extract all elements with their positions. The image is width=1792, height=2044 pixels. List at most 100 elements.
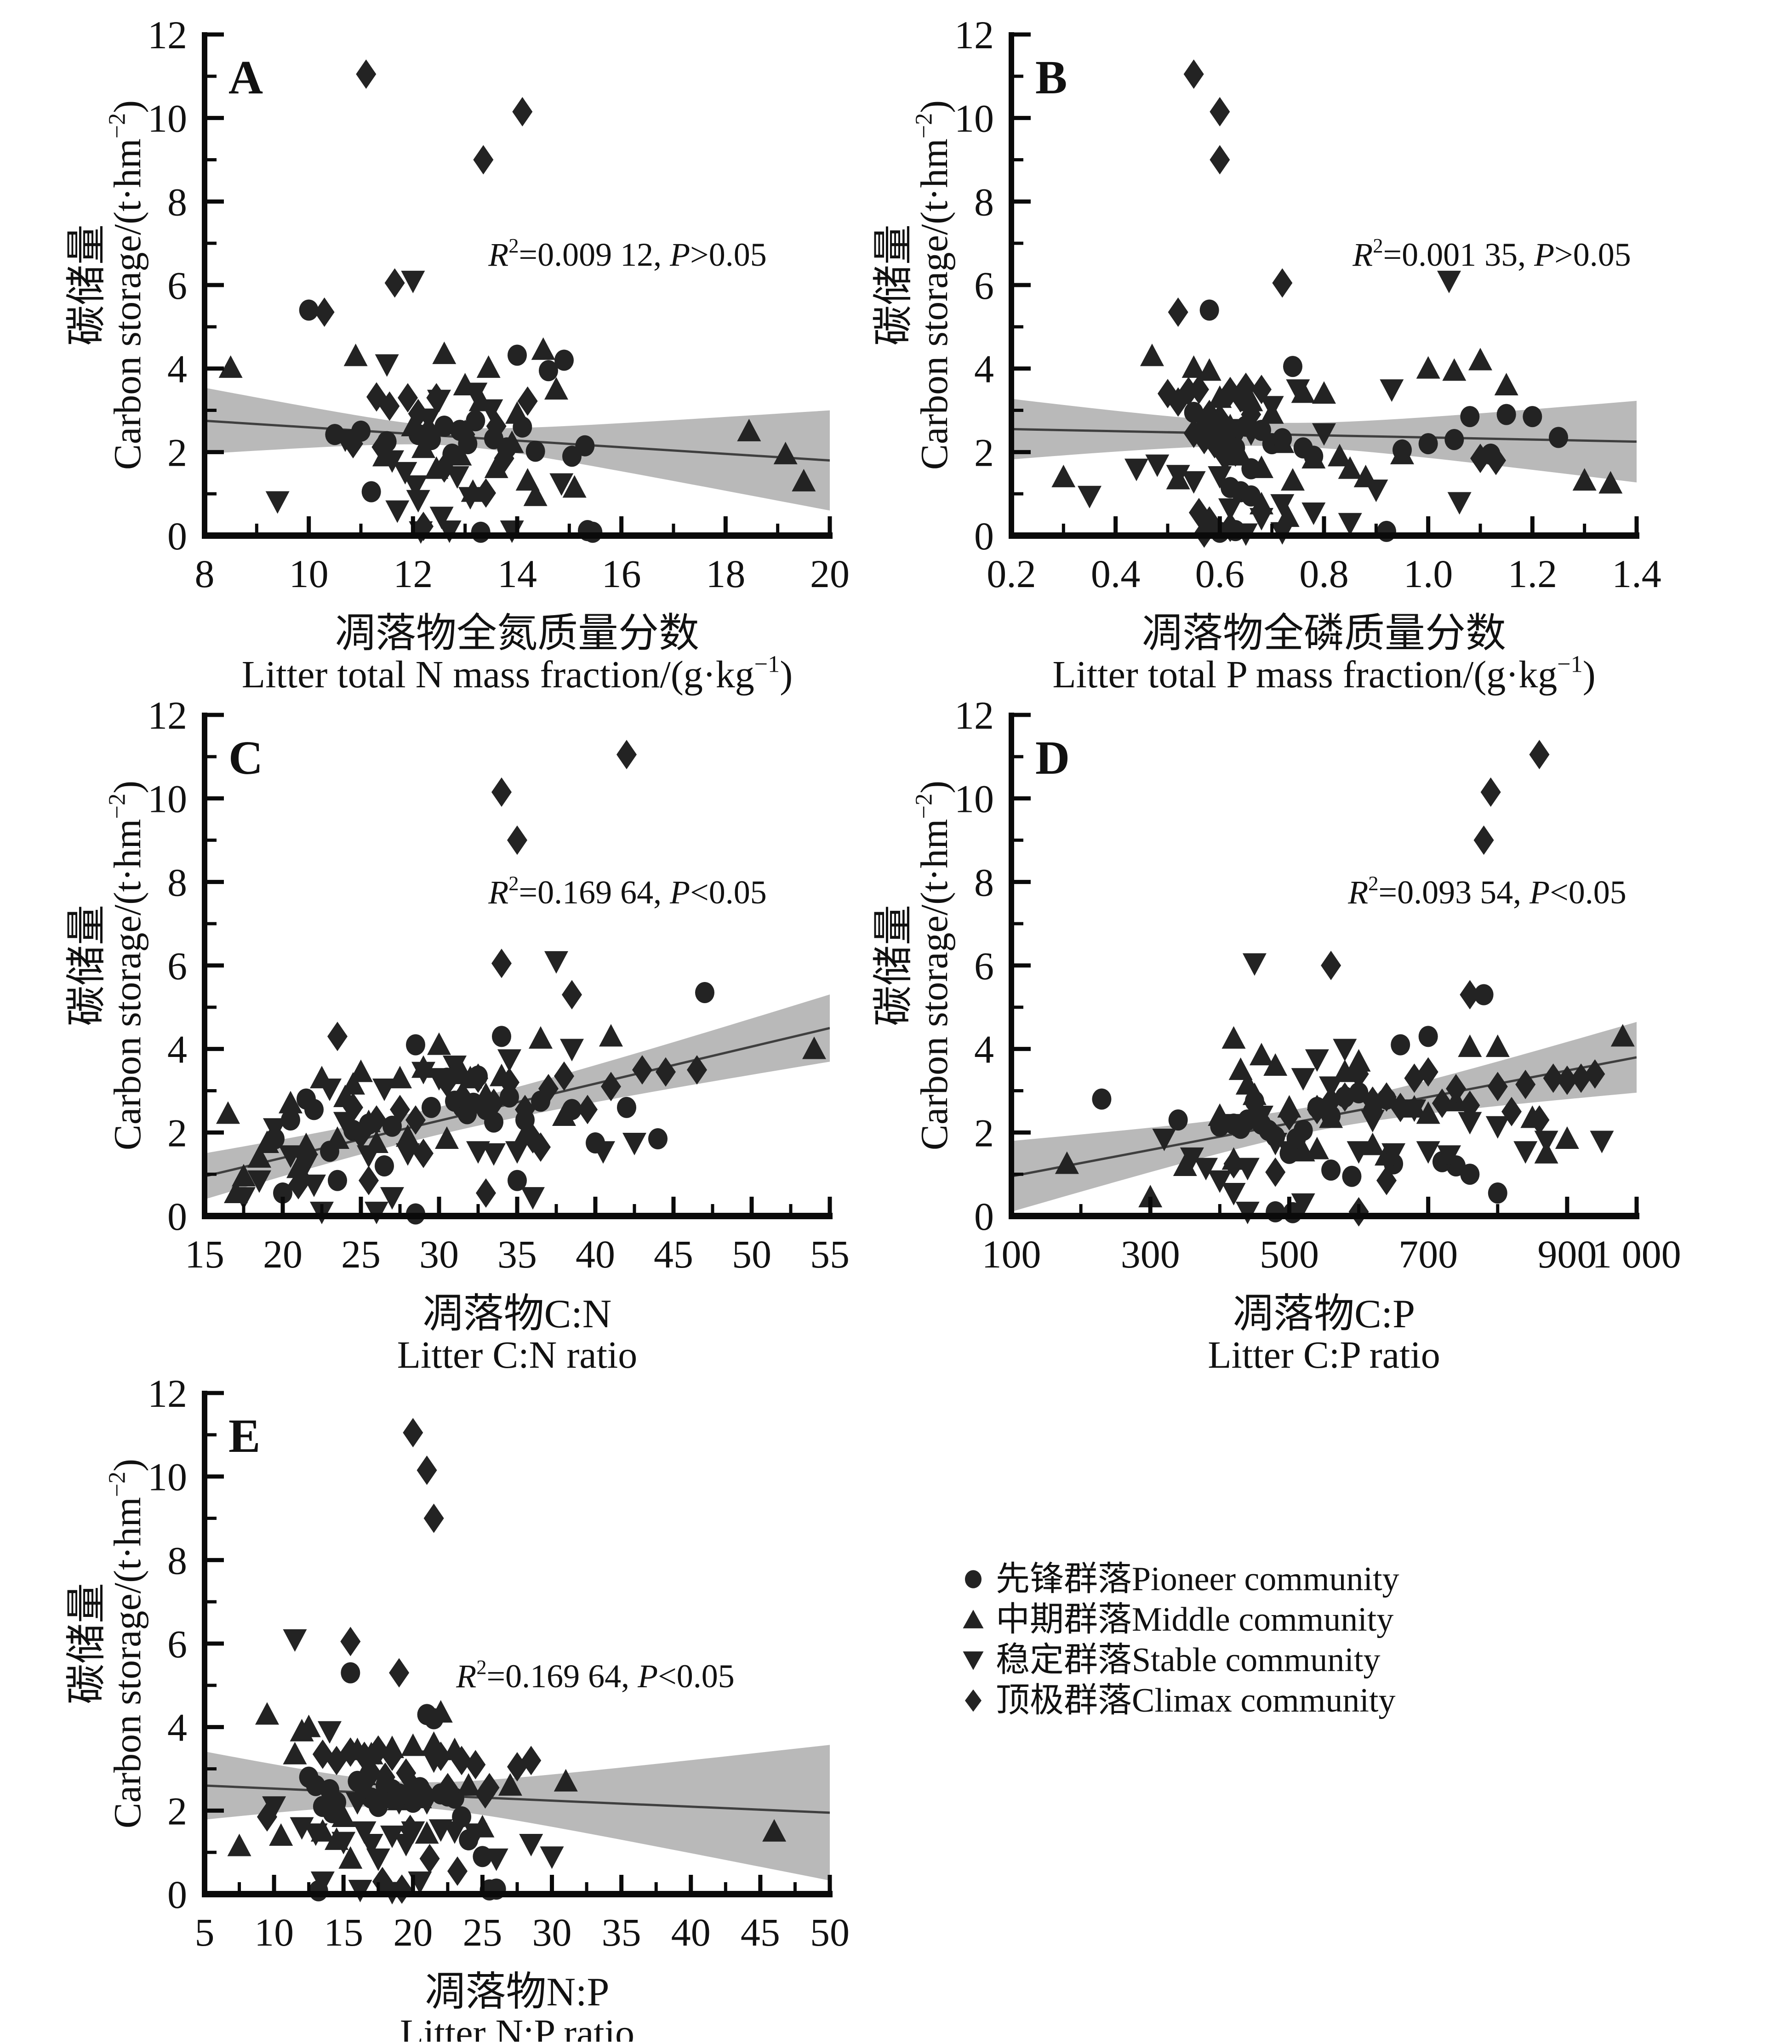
y-axis-label-zh: 碳储量 (65, 1583, 109, 1704)
svg-text:0.2: 0.2 (987, 552, 1036, 596)
svg-text:10: 10 (148, 97, 187, 141)
svg-text:2: 2 (974, 430, 994, 474)
svg-text:700: 700 (1398, 1232, 1458, 1276)
y-axis-label-en: Carbon storage/(t·hm−2) (911, 100, 956, 470)
x-axis-label-en: Litter C:P ratio (1208, 1334, 1440, 1376)
svg-text:5: 5 (195, 1910, 215, 1954)
triangle-down-marker-icon (963, 1651, 984, 1670)
legend-item-climax: 顶极群落Climax community (961, 1684, 1399, 1718)
series-climax (288, 740, 707, 1208)
svg-text:6: 6 (167, 263, 187, 308)
legend-label-stable: 稳定群落Stable community (996, 1641, 1381, 1679)
svg-text:2: 2 (167, 1789, 187, 1833)
svg-text:0.8: 0.8 (1299, 552, 1349, 596)
scatter-points (1051, 59, 1623, 548)
series-climax (1158, 59, 1506, 548)
svg-text:25: 25 (341, 1232, 381, 1276)
panel-letter: D (1035, 731, 1070, 784)
svg-text:35: 35 (497, 1232, 537, 1276)
svg-text:50: 50 (810, 1910, 850, 1954)
svg-text:1.2: 1.2 (1508, 552, 1558, 596)
svg-text:0: 0 (167, 514, 187, 558)
panel-e: 0 2 4 6 8 10 12 5 10 15 20 25 30 35 40 45 50 凋落物N:PLitter… (65, 1371, 850, 2044)
y-axis-label-zh: 碳储量 (65, 224, 109, 346)
svg-text:8: 8 (195, 552, 215, 596)
x-axis-label-zh: 凋落物C:P (1233, 1292, 1415, 1336)
x-axis-label-en: Litter C:N ratio (397, 1334, 638, 1376)
svg-text:12: 12 (954, 13, 994, 57)
panel-c: 0 2 4 6 8 10 12 15 20 25 30 35 40 45 50 55 凋落物C:NLitter … (65, 693, 850, 1376)
series-climax (257, 1418, 542, 1904)
scatter-points (216, 740, 826, 1225)
r2-annotation: R2=0.009 12, P>0.05 (488, 234, 767, 273)
svg-text:10: 10 (289, 552, 329, 596)
svg-text:15: 15 (324, 1910, 363, 1954)
x-axis-label-en: Litter N:P ratio (400, 2012, 634, 2042)
triangle-up-marker-icon (963, 1610, 984, 1628)
svg-text:4: 4 (167, 347, 187, 391)
svg-text:0: 0 (167, 1873, 187, 1917)
axes: 0 2 4 6 8 10 12 8 10 12 14 16 18 20 (148, 13, 850, 596)
r2-annotation: R2=0.001 35, P>0.05 (1352, 234, 1631, 273)
svg-text:6: 6 (167, 944, 187, 988)
r2-annotation: R2=0.169 64, P<0.05 (456, 1656, 735, 1695)
legend-label-middle: 中期群落Middle community (996, 1601, 1394, 1639)
svg-text:0: 0 (167, 1194, 187, 1239)
x-axis-label-zh: 凋落物全氮质量分数 (335, 611, 699, 656)
svg-text:30: 30 (532, 1910, 572, 1954)
svg-text:18: 18 (706, 552, 745, 596)
y-axis-label-zh: 碳储量 (872, 224, 916, 346)
svg-text:4: 4 (167, 1706, 187, 1750)
x-axis-label-en: Litter total N mass fraction/(g·kg−1) (242, 651, 793, 696)
svg-text:0: 0 (974, 514, 994, 558)
svg-text:12: 12 (954, 693, 994, 737)
svg-text:55: 55 (810, 1232, 850, 1276)
svg-text:6: 6 (974, 944, 994, 988)
svg-text:4: 4 (974, 1028, 994, 1072)
diamond-marker-icon (965, 1689, 982, 1712)
svg-text:1 000: 1 000 (1592, 1232, 1681, 1276)
svg-text:8: 8 (974, 860, 994, 904)
y-axis-label-en: Carbon storage/(t·hm−2) (104, 1459, 149, 1828)
svg-text:14: 14 (497, 552, 537, 596)
legend-item-middle: 中期群落Middle community (961, 1603, 1399, 1637)
svg-text:4: 4 (974, 347, 994, 391)
svg-text:50: 50 (732, 1232, 771, 1276)
svg-text:2: 2 (167, 1111, 187, 1155)
panel-letter: C (228, 731, 263, 784)
svg-text:12: 12 (148, 693, 187, 737)
svg-text:16: 16 (602, 552, 641, 596)
r2-annotation: R2=0.169 64, P<0.05 (488, 872, 767, 911)
svg-text:900: 900 (1537, 1232, 1597, 1276)
scatter-points (227, 1418, 787, 1905)
svg-text:20: 20 (810, 552, 850, 596)
svg-text:10: 10 (254, 1910, 294, 1954)
svg-text:1.4: 1.4 (1612, 552, 1661, 596)
svg-text:30: 30 (419, 1232, 459, 1276)
y-axis-label-en: Carbon storage/(t·hm−2) (104, 100, 149, 470)
svg-text:6: 6 (974, 263, 994, 308)
svg-text:20: 20 (393, 1910, 433, 1954)
panel-b: 0 2 4 6 8 10 12 0.2 0.4 0.6 0.8 1.0 1.2 1.4 凋落物全磷质量分数L… (872, 13, 1661, 696)
series-stable (232, 951, 646, 1224)
svg-text:12: 12 (148, 13, 187, 57)
y-axis-label-en: Carbon storage/(t·hm−2) (104, 781, 149, 1150)
svg-text:15: 15 (185, 1232, 224, 1276)
svg-text:4: 4 (167, 1028, 187, 1072)
svg-text:10: 10 (954, 97, 994, 141)
svg-text:1.0: 1.0 (1404, 552, 1453, 596)
legend-label-pioneer: 先锋群落Pioneer community (996, 1560, 1399, 1598)
series-climax (314, 59, 538, 542)
svg-text:10: 10 (954, 777, 994, 821)
circle-marker-icon (965, 1570, 982, 1588)
svg-text:8: 8 (167, 1538, 187, 1582)
axes: 0 2 4 6 8 10 12 0.2 0.4 0.6 0.8 1.0 1.2 1.4 (954, 13, 1661, 596)
r2-annotation: R2=0.093 54, P<0.05 (1347, 872, 1626, 911)
svg-text:0.4: 0.4 (1091, 552, 1141, 596)
svg-text:8: 8 (974, 180, 994, 224)
